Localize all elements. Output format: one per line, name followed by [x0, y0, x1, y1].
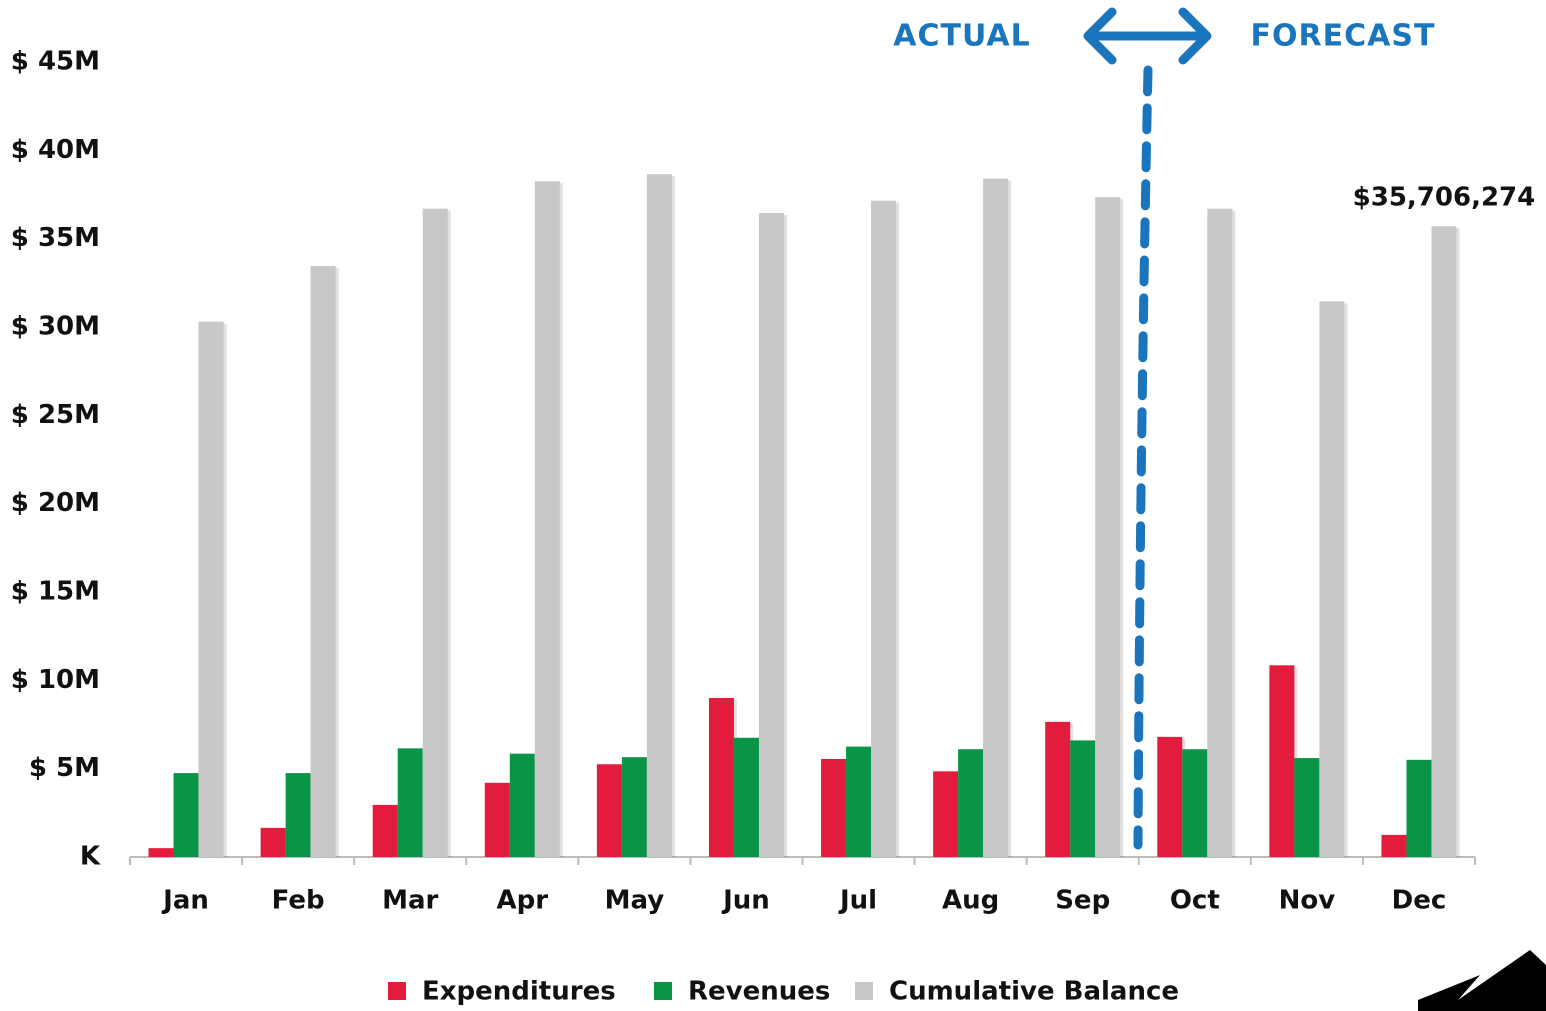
bar — [1070, 740, 1096, 857]
x-tick-label: Sep — [1055, 886, 1110, 916]
bar — [733, 737, 759, 857]
x-tick-label: May — [605, 886, 665, 916]
logo — [1418, 950, 1546, 1011]
bar — [983, 178, 1009, 858]
y-tick-label: $ 10M — [11, 665, 100, 695]
bar — [596, 764, 622, 857]
bar — [148, 848, 174, 857]
bar — [1294, 758, 1320, 857]
data-label: $35,706,274 — [1353, 183, 1536, 213]
bar — [1269, 665, 1295, 857]
x-tick-label: Jul — [838, 886, 877, 916]
bar — [1157, 736, 1183, 857]
divider — [1133, 65, 1153, 850]
x-tick-label: Jan — [161, 886, 209, 916]
bar — [484, 782, 510, 857]
bar — [1207, 208, 1233, 858]
bar — [758, 213, 784, 858]
y-tick-label: $ 5M — [29, 753, 100, 783]
legend-label: Cumulative Balance — [889, 977, 1179, 1007]
bar — [1406, 759, 1432, 857]
bar — [534, 181, 560, 857]
y-tick-label: $ 35M — [11, 223, 100, 253]
bar — [708, 698, 734, 857]
arrow — [1083, 7, 1212, 65]
bar — [1045, 721, 1071, 857]
y-tick-label: $ 30M — [11, 312, 100, 342]
x-tick-label: Dec — [1392, 886, 1447, 916]
bar — [310, 266, 336, 857]
legend-swatch — [855, 982, 873, 1000]
legend-label: Revenues — [688, 977, 830, 1007]
bar — [1319, 301, 1345, 858]
x-tick-label: Apr — [497, 886, 549, 916]
x-tick-label: Mar — [382, 886, 438, 916]
y-tick-label: $ 40M — [11, 135, 100, 165]
x-tick-label: Jun — [721, 886, 770, 916]
bar — [260, 827, 286, 857]
bar — [846, 746, 872, 857]
bar — [198, 321, 224, 857]
bar — [821, 758, 847, 857]
bar — [1431, 226, 1457, 858]
annotation: FORECAST — [1251, 19, 1436, 54]
bar — [1381, 834, 1407, 857]
x-tick-label: Feb — [272, 886, 325, 916]
bar — [933, 771, 959, 857]
legend-label: Expenditures — [422, 977, 616, 1007]
y-tick-label: $ 25M — [11, 400, 100, 430]
bar — [422, 208, 448, 858]
y-tick-label: $ 45M — [11, 47, 100, 77]
bar — [397, 748, 423, 857]
x-tick-label: Oct — [1170, 886, 1220, 916]
bar — [1182, 749, 1208, 857]
annotation: ACTUAL — [893, 19, 1030, 54]
y-tick-label: $ 20M — [11, 488, 100, 518]
x-tick-label: Aug — [942, 886, 999, 916]
bar — [1095, 197, 1121, 857]
bar — [621, 757, 647, 857]
bar — [285, 773, 311, 857]
bar — [173, 773, 199, 857]
bar — [646, 174, 672, 857]
x-tick-label: Nov — [1279, 886, 1336, 916]
bar — [958, 749, 984, 857]
y-tick-label: $ 15M — [11, 577, 100, 607]
bar — [372, 804, 398, 857]
y-tick-label: K — [80, 842, 101, 872]
bar — [509, 753, 535, 857]
legend-swatch — [388, 982, 406, 1000]
bar — [871, 200, 897, 857]
legend-swatch — [654, 982, 672, 1000]
